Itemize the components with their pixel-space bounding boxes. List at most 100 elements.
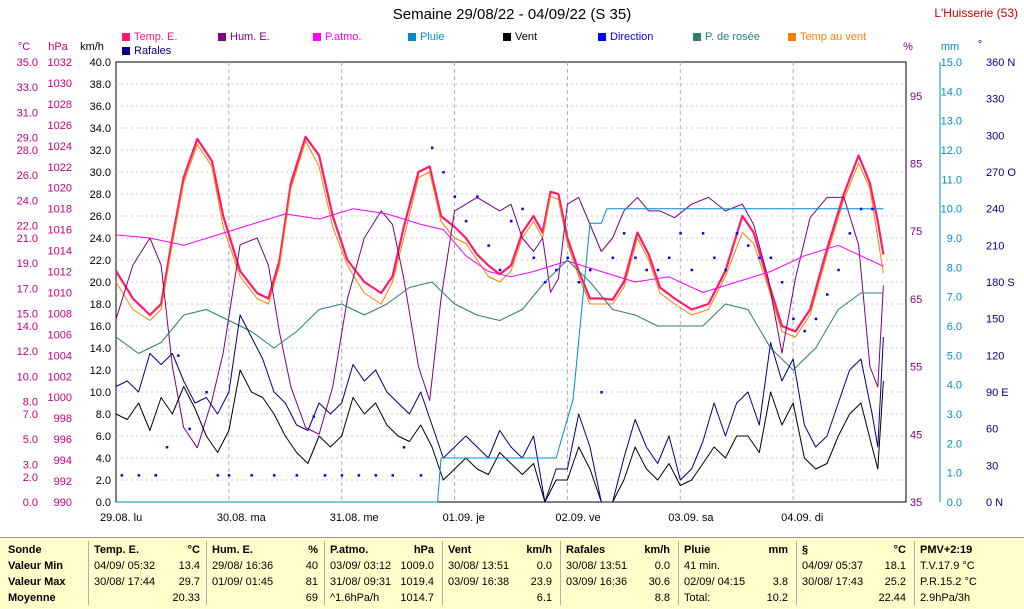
x-tick-label: 30.08. ma <box>217 512 267 524</box>
legend-label: Pluie <box>420 31 445 43</box>
direction-point <box>668 256 671 260</box>
series-line-p-de-ros-e <box>115 259 884 371</box>
series-line-temp-au-vent <box>115 140 884 338</box>
pressure-tick-label: 1008 <box>48 308 72 320</box>
footer-value: mm <box>768 544 788 556</box>
footer-row: 6.1 <box>448 590 552 606</box>
footer-separator <box>796 541 797 605</box>
chart-canvas: 35.033.031.029.028.026.024.022.021.019.0… <box>17 39 1017 524</box>
pressure-tick-label: 1028 <box>48 99 72 111</box>
direction-point <box>701 232 705 235</box>
direction-point <box>340 474 344 477</box>
temp-tick-label: 14.0 <box>17 321 38 333</box>
direction-tick-label: 210 <box>986 240 1004 252</box>
footer-cell: Valeur Max <box>8 576 66 588</box>
direction-unit-label: ° <box>978 39 982 51</box>
footer-row: 04/09/ 05:32 13.4 <box>94 558 200 574</box>
wind-tick-label: 0.0 <box>96 497 111 509</box>
footer-value: 1009.0 <box>400 560 434 572</box>
rain-tick-label: 7.0 <box>947 292 962 304</box>
footer-value: hPa <box>413 544 434 556</box>
temp-tick-label: 8.0 <box>23 396 38 408</box>
footer-cell: Sonde <box>8 544 42 556</box>
footer-row: ^1.6hPa/h 1014.7 <box>330 590 434 606</box>
direction-point <box>312 415 315 418</box>
x-tick-label: 29.08. lu <box>100 512 142 524</box>
footer-separator <box>560 541 561 605</box>
pressure-tick-label: 1032 <box>48 57 72 69</box>
pressure-tick-label: 990 <box>54 497 72 509</box>
direction-point <box>521 207 524 211</box>
footer-column: Hum. E.% 29/08/ 16:36 40 01/09/ 01:45 81 69 <box>212 542 318 606</box>
rain-tick-label: 2.0 <box>947 438 962 450</box>
legend-label: Direction <box>610 31 654 43</box>
pressure-tick-label: 1016 <box>48 225 72 237</box>
legend-item: Rafales <box>122 45 171 57</box>
series-line-pluie <box>116 208 884 503</box>
rain-tick-label: 6.0 <box>947 321 962 333</box>
direction-tick-label: 0 N <box>986 497 1003 509</box>
footer-column: Pluie mm 41 min. 02/09/ 04:15 3.8 Total: 10.2 <box>684 542 788 606</box>
footer-cell: 03/09/ 16:38 <box>448 576 510 588</box>
footer-row: 31/08/ 09:31 1019.4 <box>330 574 434 590</box>
footer-cell: 30/08/ 17:43 <box>802 576 864 588</box>
temp-unit-label: °C <box>18 41 30 53</box>
footer-row: Rafales km/h <box>566 542 670 558</box>
direction-point <box>532 256 536 260</box>
footer-cell: ^1.6hPa/h <box>330 592 380 604</box>
series-line-temp-e <box>115 135 885 333</box>
pressure-tick-label: 1024 <box>48 141 72 153</box>
direction-point <box>713 256 716 260</box>
direction-point <box>374 474 378 477</box>
direction-point <box>566 256 569 260</box>
temp-tick-label: 2.0 <box>23 472 38 484</box>
footer-row: P.atmo. hPa <box>330 542 434 558</box>
footer-value: 0.0 <box>654 560 670 572</box>
humidity-tick-label: 65 <box>910 294 922 306</box>
footer-row: 30/08/ 13:51 0.0 <box>448 558 552 574</box>
footer-cell: P.atmo. <box>330 544 369 556</box>
footer-row: Total: 10.2 <box>684 590 788 606</box>
series-line-rafales <box>115 314 884 503</box>
direction-point <box>165 446 169 449</box>
rain-tick-label: 1.0 <box>947 468 962 480</box>
footer-cell: 01/09/ 01:45 <box>212 576 274 588</box>
wind-tick-label: 14.0 <box>90 343 111 355</box>
footer-column: § °C 04/09/ 05:37 18.1 30/08/ 17:43 25.2 22.44 <box>802 542 906 606</box>
footer-cell: 30/08/ 13:51 <box>448 560 510 572</box>
footer-value: 6.1 <box>536 592 552 604</box>
rain-tick-label: 11.0 <box>941 174 962 186</box>
footer-row: Hum. E.% <box>212 542 318 558</box>
wind-tick-label: 4.0 <box>96 453 111 465</box>
rain-tick-label: 8.0 <box>947 262 962 274</box>
legend-label: P. de rosée <box>705 31 760 43</box>
footer-cell: P.R.15.2 °C <box>920 576 977 588</box>
footer-cell: § <box>802 544 809 556</box>
direction-point <box>589 268 592 272</box>
direction-point <box>295 474 299 477</box>
direction-point <box>453 195 457 198</box>
footer-value: 13.4 <box>178 560 200 572</box>
pressure-tick-label: 1012 <box>48 267 72 279</box>
direction-tick-label: 150 <box>986 314 1004 326</box>
humidity-unit-label: % <box>903 41 913 53</box>
footer-value: °C <box>187 544 200 556</box>
direction-point <box>543 281 547 284</box>
temp-tick-label: 0.0 <box>23 497 38 509</box>
stats-footer: Sonde Valeur Min Valeur Max Moyenne Temp. E.… <box>0 537 1024 609</box>
footer-cell: T.V.17.9 °C <box>920 560 975 572</box>
footer-value: 30.6 <box>648 576 670 588</box>
direction-point <box>826 293 829 296</box>
footer-row: 29/08/ 16:36 40 <box>212 558 318 574</box>
footer-value: 8.8 <box>654 592 670 604</box>
legend-item: Direction <box>598 31 653 43</box>
direction-point <box>634 256 637 260</box>
footer-row: 03/09/ 03:12 1009.0 <box>330 558 434 574</box>
direction-point <box>273 474 276 477</box>
footer-separator <box>678 541 679 605</box>
legend-item: P.atmo. <box>313 31 362 43</box>
temp-tick-label: 12.0 <box>17 346 38 358</box>
pressure-tick-label: 992 <box>54 476 72 488</box>
legend-swatch <box>122 47 130 55</box>
direction-tick-label: 120 <box>986 350 1004 362</box>
